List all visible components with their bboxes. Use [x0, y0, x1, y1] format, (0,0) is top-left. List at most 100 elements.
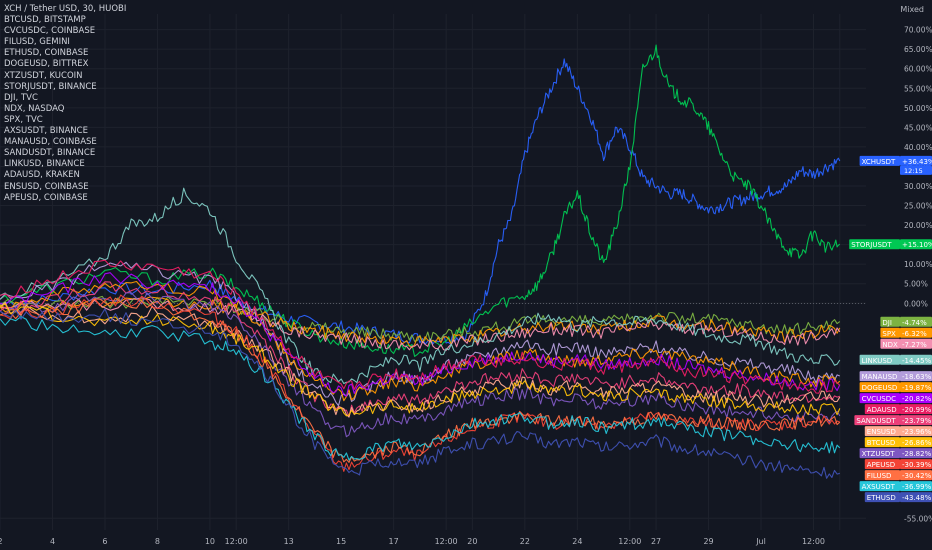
y-tick-label: 25.00%: [904, 202, 932, 211]
tag-value-bg: [900, 354, 932, 365]
tag-value: -23.79%: [902, 417, 932, 425]
y-tick-label: 70.00%: [904, 26, 932, 35]
tag-value: -14.45%: [902, 357, 932, 365]
tag-value-bg: [900, 470, 932, 481]
series-tag-axsusdt: AXSUSDT -36.99%: [859, 481, 932, 492]
legend-item[interactable]: STORJUSDT, BINANCE: [4, 81, 97, 92]
tag-value: +15.10%: [902, 241, 932, 249]
x-tick-label: 2: [0, 537, 3, 546]
series-line-filusd: [0, 297, 841, 463]
x-tick-label: 29: [703, 537, 713, 546]
tag-name-bg: [880, 316, 900, 327]
tag-value: -4.74%: [902, 319, 927, 327]
legend: XCH / Tether USD, 30, HUOBI BTCUSD, BITS…: [4, 4, 126, 204]
series-tag-storjusdt: STORJUSDT +15.10%: [849, 239, 932, 250]
legend-item[interactable]: CVCUSDC, COINBASE: [4, 26, 96, 37]
legend-item[interactable]: DOGEUSD, BITTREX: [4, 59, 89, 70]
legend-item[interactable]: ETHUSD, COINBASE: [4, 48, 89, 59]
tag-sub: 12:15: [904, 167, 923, 175]
x-tick-label: 10: [205, 537, 215, 546]
tag-name: XTZUSDT: [862, 450, 896, 458]
series-tag-dji: DJI -4.74%: [880, 316, 932, 327]
legend-item[interactable]: ADAUSD, KRAKEN: [4, 170, 80, 181]
series-line-linkusd: [0, 187, 841, 385]
y-tick-label: 50.00%: [904, 104, 932, 113]
tag-value: -6.32%: [902, 330, 927, 338]
y-tick-label: 55.00%: [904, 84, 932, 93]
legend-item[interactable]: NDX, NASDAQ: [4, 103, 65, 114]
tag-name-bg: [859, 371, 900, 382]
tag-value: -43.48%: [902, 494, 932, 502]
legend-item[interactable]: DJI, TVC: [4, 92, 38, 103]
tag-name: STORJUSDT: [851, 241, 892, 249]
x-tick-label: 22: [520, 537, 530, 546]
legend-item[interactable]: SPX, TVC: [4, 114, 43, 125]
y-tick-label: 0.00%: [904, 299, 928, 308]
y-tick-label: 30.00%: [904, 182, 932, 191]
series-line-axsusdt: [0, 316, 841, 461]
x-tick-label: 24: [572, 537, 582, 546]
series-line-xchusdt: [0, 58, 841, 345]
tag-name: DJI: [882, 319, 892, 327]
tag-value-bg: [900, 327, 932, 338]
series-line-xtzusdt: [0, 292, 841, 438]
x-tick-label: 6: [102, 537, 107, 546]
tag-value-bg: [900, 481, 932, 492]
tag-name-bg: [880, 327, 900, 338]
tag-name-bg: [864, 470, 900, 481]
scale-mode-label[interactable]: Mixed: [900, 5, 924, 14]
tag-name: FILUSD: [867, 472, 892, 480]
series-tag-dogeusd: DOGEUSD -19.87%: [859, 382, 932, 393]
x-tick-label: 4: [50, 537, 55, 546]
tag-name-bg: [859, 448, 900, 459]
tag-name-bg: [864, 459, 900, 470]
series-tag-sandusdt: SANDUSDT -23.79%: [854, 415, 932, 426]
tag-name-bg: [880, 338, 900, 349]
y-tick-label: -55.00%: [904, 514, 932, 523]
x-tick-label: 27: [651, 537, 661, 546]
legend-item[interactable]: XTZUSDT, KUCOIN: [4, 70, 83, 81]
series-tag-btcusd: BTCUSD -26.86%: [864, 437, 932, 448]
tag-name-bg: [859, 354, 900, 365]
tag-name-bg: [859, 382, 900, 393]
tag-value-bg: [900, 404, 932, 415]
legend-item[interactable]: SANDUSDT, BINANCE: [4, 148, 96, 159]
tag-value-bg: [900, 338, 932, 349]
legend-item[interactable]: ENSUSD, COINBASE: [4, 181, 89, 192]
tag-name: LINKUSD: [862, 357, 893, 365]
tag-name: BTCUSD: [867, 439, 896, 447]
series-tag-linkusd: LINKUSD -14.45%: [859, 354, 932, 365]
legend-item[interactable]: MANAUSD, COINBASE: [4, 137, 97, 148]
tag-value-bg: [900, 415, 932, 426]
tag-value: -18.63%: [902, 373, 932, 381]
y-tick-label: 5.00%: [904, 280, 928, 289]
y-tick-label: 40.00%: [904, 143, 932, 152]
tag-value-bg: [900, 437, 932, 448]
chart-title[interactable]: XCH / Tether USD, 30, HUOBI: [4, 4, 127, 14]
tag-value: -28.82%: [902, 450, 932, 458]
tag-value-bg: [900, 448, 932, 459]
y-tick-label: 45.00%: [904, 123, 932, 132]
tag-value-bg: [900, 426, 932, 437]
series-tag-apeusd: APEUSD -30.39%: [864, 459, 932, 470]
legend-item[interactable]: AXSUSDT, BINANCE: [4, 126, 88, 137]
time-scale[interactable]: 24681012:0013151712:0020222412:002729Jul…: [0, 537, 825, 546]
tag-name: ETHUSD: [867, 494, 896, 502]
tag-value-bg: [900, 239, 932, 250]
tag-value: -23.96%: [902, 428, 932, 436]
legend-item[interactable]: BTCUSD, BITSTAMP: [4, 15, 86, 26]
tag-name: ADAUSD: [867, 406, 897, 414]
series-tag-cvcusdc: CVCUSDC -20.82%: [859, 393, 932, 404]
tag-name: SPX: [882, 330, 896, 338]
legend-item[interactable]: FILUSD, GEMINI: [4, 37, 70, 48]
x-tick-label: 15: [336, 537, 346, 546]
legend-item[interactable]: APEUSD, COINBASE: [4, 192, 88, 203]
legend-item[interactable]: LINKUSD, BINANCE: [4, 159, 85, 170]
tag-name: CVCUSDC: [862, 395, 897, 403]
tag-value: -19.87%: [902, 384, 932, 392]
series-line-cvcusdc: [0, 272, 841, 397]
x-tick-label: 8: [155, 537, 160, 546]
x-tick-label: 13: [284, 537, 294, 546]
tag-value-bg: [900, 155, 932, 166]
